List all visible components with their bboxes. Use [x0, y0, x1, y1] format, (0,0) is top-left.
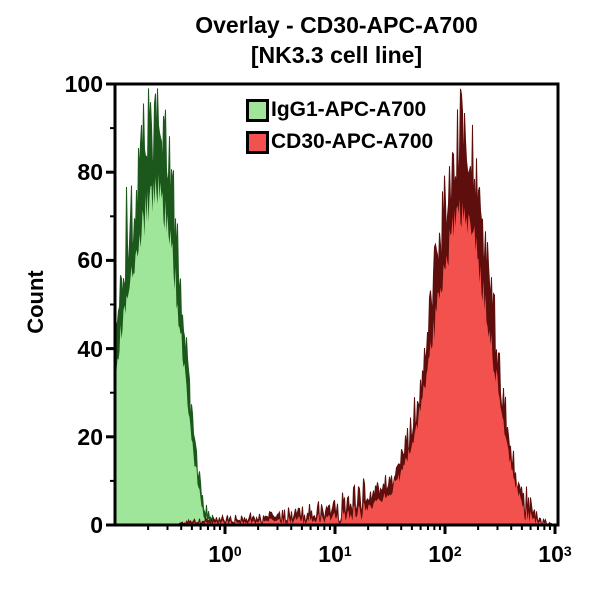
- y-tick-label-80: 80: [77, 159, 103, 186]
- legend-item-cd30: CD30-APC-A700: [246, 126, 433, 158]
- axis-ticks: [106, 82, 557, 534]
- cd30-label: CD30-APC-A700: [271, 130, 434, 153]
- CD30-APC-A700-fill-histogram: [115, 198, 555, 525]
- igg1-label: IgG1-APC-A700: [271, 98, 427, 121]
- plot-area: [115, 88, 556, 525]
- IgG1-APC-A700-fill-histogram: [115, 173, 555, 525]
- chart-title-line2: [NK3.3 cell line]: [250, 42, 423, 68]
- y-tick-label-100: 100: [64, 71, 103, 97]
- x-tick-label-10e3: 103: [538, 541, 572, 567]
- y-tick-label-60: 60: [77, 247, 103, 274]
- legend: IgG1-APC-A700 CD30-APC-A700: [246, 94, 433, 158]
- y-tick-label-0: 0: [90, 512, 103, 538]
- cd30-swatch: [246, 130, 269, 154]
- legend-item-igg1: IgG1-APC-A700: [246, 94, 433, 126]
- x-tick-label-10e0: 100: [208, 541, 242, 567]
- x-tick-label-10e2: 102: [428, 541, 462, 567]
- chart-title: Overlay - CD30-APC-A700 [NK3.3 cell line…: [115, 10, 558, 70]
- x-tick-label-10e1: 101: [318, 541, 352, 567]
- y-tick-label-40: 40: [77, 335, 103, 362]
- y-tick-label-20: 20: [77, 423, 103, 450]
- igg1-swatch: [246, 98, 269, 122]
- chart-title-line1: Overlay - CD30-APC-A700: [195, 12, 478, 38]
